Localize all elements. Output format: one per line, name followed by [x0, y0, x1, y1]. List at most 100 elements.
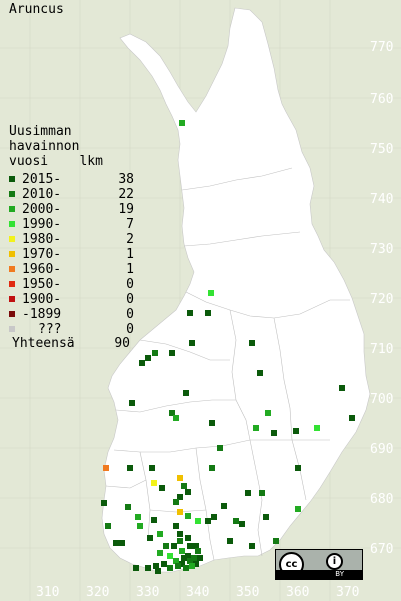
legend-heading-line-3: vuosi lkm — [9, 154, 103, 169]
observation-square — [189, 340, 195, 346]
observation-square — [163, 543, 169, 549]
observation-square — [177, 509, 183, 515]
observation-square — [183, 390, 189, 396]
observation-square — [187, 310, 193, 316]
legend-count-heading: lkm — [79, 154, 103, 169]
observation-square — [155, 568, 161, 574]
observation-square — [169, 350, 175, 356]
observation-square — [151, 517, 157, 523]
observation-square — [257, 370, 263, 376]
y-label-760: 760 — [370, 92, 394, 107]
x-label-330: 330 — [136, 585, 160, 600]
y-label-700: 700 — [370, 392, 394, 407]
observation-square — [295, 465, 301, 471]
observation-square — [181, 483, 187, 489]
observation-square — [205, 518, 211, 524]
observation-square — [137, 523, 143, 529]
legend-heading-line-1: Uusimman — [9, 124, 72, 139]
observation-square — [195, 518, 201, 524]
observation-square — [119, 540, 125, 546]
observation-square — [177, 494, 183, 500]
y-label-750: 750 — [370, 142, 394, 157]
legend-swatch — [9, 206, 15, 212]
observation-square — [187, 558, 193, 564]
observation-square — [171, 543, 177, 549]
x-label-350: 350 — [236, 585, 260, 600]
y-label-670: 670 — [370, 542, 394, 557]
observation-square — [249, 543, 255, 549]
cc-by-license-badge: cc i BY — [275, 549, 363, 580]
observation-square — [149, 465, 155, 471]
observation-square — [273, 538, 279, 544]
legend-item-1970: 1970- 1 — [9, 247, 134, 262]
legend-item-2015: 2015- 38 — [9, 172, 134, 187]
observation-square — [173, 558, 179, 564]
attribution-person-icon: i — [326, 553, 343, 570]
legend-total: Yhteensä 90 — [12, 336, 130, 351]
observation-square — [169, 410, 175, 416]
observation-square — [179, 561, 185, 567]
observation-square — [189, 563, 195, 569]
y-label-710: 710 — [370, 342, 394, 357]
x-label-340: 340 — [186, 585, 210, 600]
observation-square — [105, 523, 111, 529]
observation-square — [221, 503, 227, 509]
legend-heading-line-2: havainnon — [9, 139, 80, 154]
observation-square — [263, 514, 269, 520]
observation-square — [187, 543, 193, 549]
license-bar — [276, 570, 362, 579]
by-label: BY — [335, 570, 344, 578]
observation-square — [209, 465, 215, 471]
observation-square — [173, 415, 179, 421]
observation-square — [181, 555, 187, 561]
observation-square — [314, 425, 320, 431]
y-label-740: 740 — [370, 192, 394, 207]
observation-square — [167, 553, 173, 559]
observation-square — [125, 504, 131, 510]
y-label-720: 720 — [370, 292, 394, 307]
observation-square — [185, 553, 191, 559]
observation-square — [259, 490, 265, 496]
legend-swatch — [9, 191, 15, 197]
observation-square — [195, 548, 201, 554]
observation-square — [205, 310, 211, 316]
observation-square — [249, 340, 255, 346]
observation-square — [293, 428, 299, 434]
observation-square — [153, 563, 159, 569]
legend-swatch — [9, 251, 15, 257]
observation-square — [127, 465, 133, 471]
observation-square — [191, 555, 197, 561]
legend-item-1950: 1950- 0 — [9, 277, 134, 292]
observation-square — [233, 518, 239, 524]
observation-square — [157, 550, 163, 556]
observation-square — [177, 531, 183, 537]
legend-swatch — [9, 236, 15, 242]
observation-square — [173, 523, 179, 529]
observation-square — [185, 489, 191, 495]
observation-square — [152, 350, 158, 356]
observation-square — [185, 535, 191, 541]
observation-square — [113, 540, 119, 546]
region-borders — [105, 167, 350, 561]
observation-square — [239, 521, 245, 527]
legend-item-1990: 1990- 7 — [9, 217, 134, 232]
observation-square — [208, 290, 214, 296]
observation-square — [133, 565, 139, 571]
observation-square — [217, 445, 223, 451]
observation-square — [167, 565, 173, 571]
observation-square — [177, 475, 183, 481]
legend-item-unknown: ??? 0 — [9, 322, 134, 337]
observation-square — [197, 555, 203, 561]
observation-square — [253, 425, 259, 431]
observation-square — [227, 538, 233, 544]
observation-square — [209, 420, 215, 426]
legend-item-1900: 1900- 0 — [9, 292, 134, 307]
legend-item-2000: 2000- 19 — [9, 202, 134, 217]
observation-square — [245, 490, 251, 496]
observation-square — [175, 563, 181, 569]
legend-swatch — [9, 326, 15, 332]
x-label-360: 360 — [286, 585, 310, 600]
observation-square — [193, 561, 199, 567]
observation-square — [135, 514, 141, 520]
